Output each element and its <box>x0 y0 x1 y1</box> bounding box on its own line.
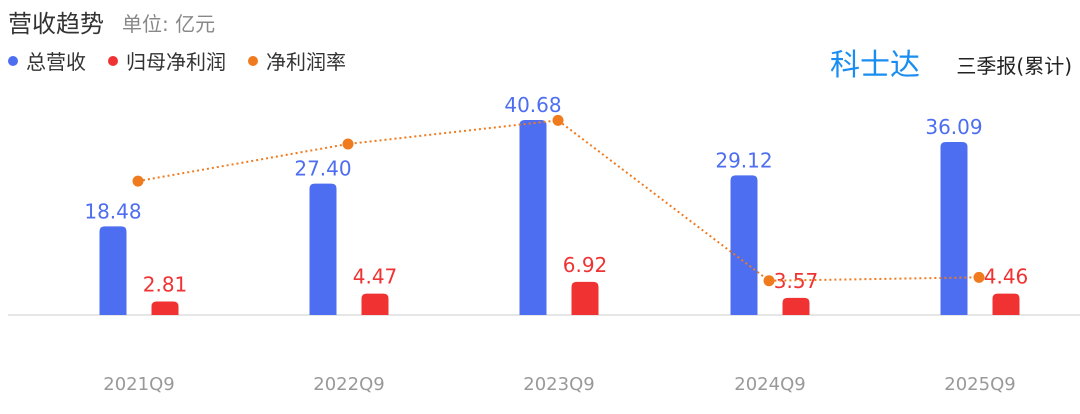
revenue-bar <box>730 175 758 315</box>
legend: 总营收 归母净利润 净利润率 <box>8 46 346 75</box>
x-tick-label: 2025Q9 <box>944 374 1015 395</box>
net-profit-bar <box>992 293 1020 315</box>
x-tick-label: 2024Q9 <box>734 374 805 395</box>
legend-dot-net-margin <box>248 55 258 66</box>
legend-label-net-profit: 归母净利润 <box>126 50 226 74</box>
x-tick-label: 2023Q9 <box>523 374 594 395</box>
chart-title: 营收趋势 <box>8 10 104 38</box>
net-profit-value-label: 2.81 <box>143 273 188 297</box>
legend-label-revenue: 总营收 <box>26 50 86 74</box>
legend-item-revenue[interactable]: 总营收 <box>8 46 86 75</box>
net-margin-point <box>342 138 354 150</box>
unit-label: 单位: 亿元 <box>122 12 216 36</box>
x-tick-label: 2022Q9 <box>313 374 384 395</box>
net-profit-bar <box>361 293 389 315</box>
revenue-bar <box>309 183 337 315</box>
net-margin-point <box>973 271 985 283</box>
company-name: 科士达 <box>830 48 920 83</box>
revenue-bar <box>99 226 127 315</box>
legend-dot-revenue <box>8 55 18 66</box>
net-margin-point <box>132 175 144 187</box>
net-margin-point <box>763 275 775 287</box>
net-profit-bar <box>571 281 599 315</box>
net-margin-point <box>552 114 564 126</box>
revenue-value-label: 27.40 <box>294 157 351 181</box>
legend-item-net-profit[interactable]: 归母净利润 <box>108 46 226 75</box>
net-profit-value-label: 6.92 <box>563 253 608 277</box>
net-profit-bar <box>782 297 810 315</box>
net-profit-bar <box>151 301 179 315</box>
revenue-value-label: 36.09 <box>925 115 982 139</box>
x-tick-label: 2021Q9 <box>103 374 174 395</box>
legend-dot-net-profit <box>108 55 118 66</box>
net-profit-value-label: 4.47 <box>353 265 398 289</box>
report-type: 三季报(累计) <box>956 54 1072 78</box>
revenue-value-label: 29.12 <box>715 148 772 172</box>
legend-label-net-margin: 净利润率 <box>266 50 346 74</box>
legend-item-net-margin[interactable]: 净利润率 <box>248 46 346 75</box>
revenue-bar <box>519 120 547 315</box>
net-profit-value-label: 4.46 <box>984 265 1029 289</box>
revenue-value-label: 40.68 <box>504 93 561 117</box>
revenue-value-label: 18.48 <box>84 199 141 223</box>
revenue-bar <box>940 142 968 315</box>
net-margin-line <box>137 119 980 282</box>
